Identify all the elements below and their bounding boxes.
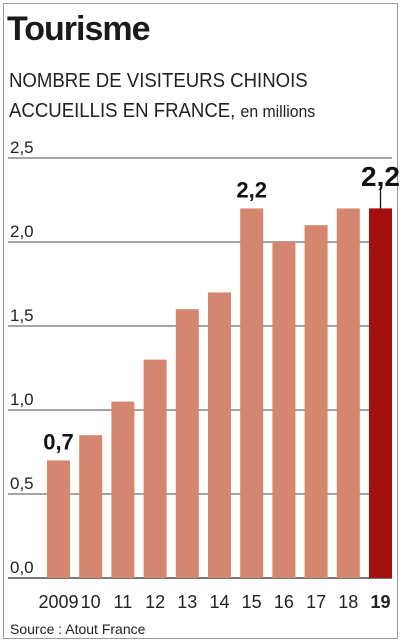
y-tick-label: 1,5 (10, 306, 34, 325)
data-label-highlight: 2,2 (361, 161, 400, 192)
x-tick-label: 17 (306, 592, 326, 612)
bars-layer (47, 208, 392, 578)
x-tick-label: 12 (145, 592, 165, 612)
bar (240, 208, 264, 578)
y-tick-label: 1,0 (10, 390, 34, 409)
data-label: 0,7 (43, 429, 74, 454)
x-tick-label: 15 (242, 592, 262, 612)
x-tick-label: 2009 (38, 592, 78, 612)
chart-title: Tourisme (7, 10, 151, 48)
x-tick-label: 16 (274, 592, 294, 612)
bar (304, 225, 328, 578)
y-tick-label: 2,0 (10, 222, 34, 241)
x-tick-label: 11 (114, 592, 133, 612)
chart-subtitle: NOMBRE DE VISITEURS CHINOIS ACCUEILLIS E… (9, 66, 315, 127)
y-tick-label: 0,0 (10, 558, 34, 577)
bar (208, 292, 231, 578)
bar (79, 435, 103, 578)
bar (336, 208, 360, 578)
labels-layer: 0,0 0,5 1,0 1,5 2,0 2,5 2009 10 11 12 13 14 15 16 17 18… (10, 138, 400, 612)
subtitle-unit: en millions (240, 102, 316, 121)
data-label: 2,2 (236, 177, 267, 202)
y-tick-label: 2,5 (10, 138, 34, 157)
x-tick-label: 14 (209, 592, 229, 612)
bar (143, 359, 167, 578)
x-tick-label: 13 (177, 592, 197, 612)
subtitle-line-2: ACCUEILLIS EN FRANCE, en millions (9, 96, 315, 127)
grid-layer (8, 157, 392, 579)
x-tick-label: 19 (370, 592, 390, 612)
subtitle-line-2-text: ACCUEILLIS EN FRANCE, (9, 100, 236, 122)
bar (111, 401, 135, 578)
bar (175, 309, 199, 578)
chart-source: Source : Atout France (10, 621, 146, 637)
subtitle-line-1: NOMBRE DE VISITEURS CHINOIS (9, 70, 308, 92)
x-tick-label: 10 (81, 592, 101, 612)
x-tick-label: 18 (338, 592, 358, 612)
bar-highlight (369, 208, 392, 578)
y-tick-label: 0,5 (10, 474, 34, 493)
bar (272, 242, 296, 578)
bar (47, 460, 70, 578)
